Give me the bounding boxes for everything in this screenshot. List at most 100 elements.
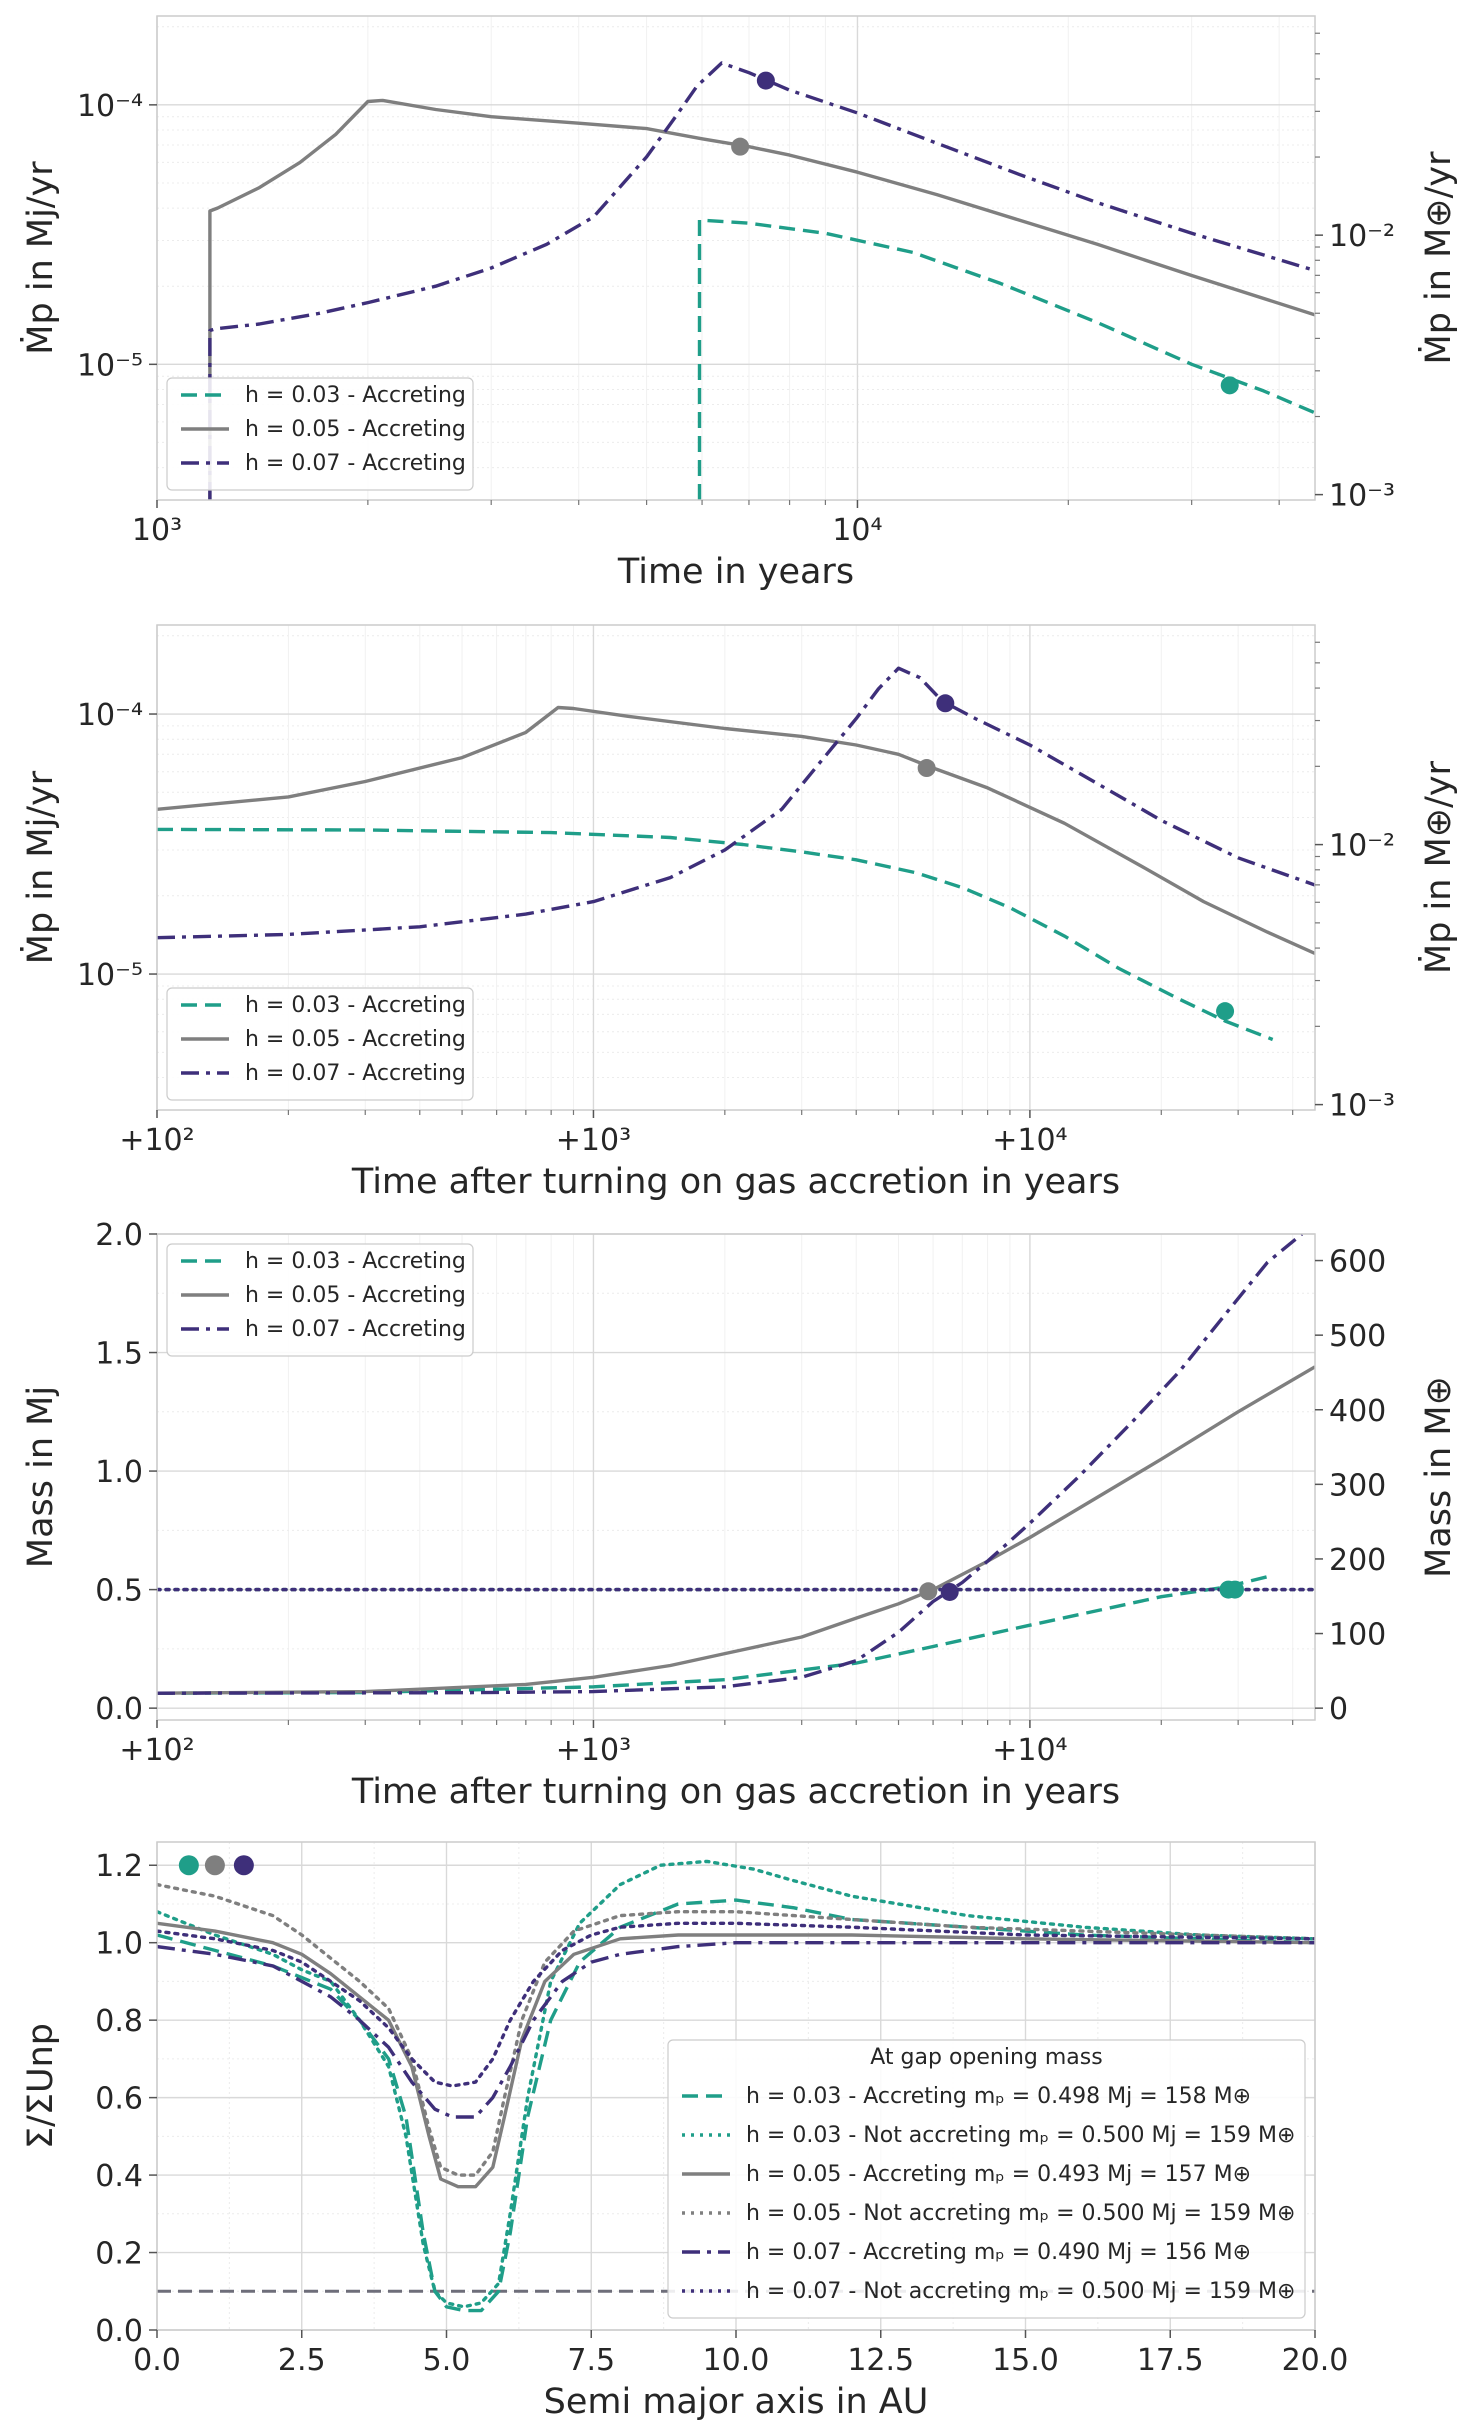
legend-label-2: h = 0.05 - Accreting	[245, 1283, 466, 1308]
y-axis-label: Σ/ΣUnp	[21, 2023, 61, 2149]
series-line-1	[157, 1573, 1274, 1695]
series-marker-3	[940, 1582, 959, 1601]
x-tick-label: 20.0	[1282, 2343, 1349, 2378]
series-line-1	[157, 1898, 1315, 2313]
series-marker-3	[756, 71, 775, 90]
series-line-1	[157, 827, 1274, 1042]
y-tick-label: 1.0	[95, 1927, 143, 1962]
x-tick-label: +10²	[119, 1123, 194, 1158]
legend	[166, 377, 474, 491]
x-tick-label: 2.5	[278, 2343, 326, 2378]
y-right-tick-label: 10⁻³	[1329, 479, 1395, 514]
y-right-axis-label: Ṁp in M⊕/yr	[1417, 151, 1459, 365]
legend-box	[667, 2039, 1306, 2319]
series-group	[157, 1234, 1315, 1695]
y-tick-label: 0.6	[95, 2082, 143, 2117]
legend-label-2: h = 0.03 - Not accreting mₚ = 0.500 Mj =…	[746, 2123, 1295, 2148]
y-right-tick-label: 500	[1329, 1319, 1386, 1354]
legend-box	[166, 987, 474, 1101]
y-axis-label: Ṁp in Mj/yr	[19, 770, 61, 964]
y-tick-label: 0.2	[95, 2237, 143, 2272]
x-tick-label: 7.5	[567, 2343, 615, 2378]
legend-dot-2	[204, 1855, 225, 1876]
legend-label-2: h = 0.05 - Accreting	[245, 1027, 466, 1052]
series-line-3	[157, 666, 1315, 940]
legend-label-1: h = 0.03 - Accreting mₚ = 0.498 Mj = 158…	[746, 2084, 1251, 2109]
series-group	[157, 1859, 1315, 2313]
y-tick-label: 0.8	[95, 2004, 143, 2039]
series-marker-1	[1220, 376, 1239, 395]
series-line-2	[157, 1859, 1315, 2309]
legend-label-1: h = 0.03 - Accreting	[245, 1249, 466, 1274]
y-right-tick-label: 0	[1329, 1692, 1348, 1727]
legend-label-3: h = 0.07 - Accreting	[245, 1317, 466, 1342]
y-tick-label: 10⁻⁵	[77, 958, 143, 993]
legend-label-2: h = 0.05 - Accreting	[245, 417, 466, 442]
legend-box	[166, 377, 474, 491]
y-tick-label: 2.0	[95, 1218, 143, 1253]
y-tick-label: 10⁻⁴	[77, 698, 143, 733]
x-tick-label: +10⁴	[992, 1733, 1067, 1768]
y-tick-label: 0.0	[95, 2314, 143, 2349]
series-group	[157, 666, 1315, 1042]
series-group	[208, 61, 1315, 500]
legend-label-3: h = 0.07 - Accreting	[245, 451, 466, 476]
y-tick-label: 10⁻⁴	[77, 89, 143, 124]
x-tick-label: 0.0	[133, 2343, 181, 2378]
series-line-3	[157, 1234, 1303, 1695]
y-tick-label: 1.2	[95, 1849, 143, 1884]
y-right-tick-label: 600	[1329, 1245, 1386, 1280]
series-marker-2	[731, 137, 750, 156]
y-right-tick-label: 10⁻²	[1329, 829, 1395, 864]
y-right-tick-label: 10⁻²	[1329, 219, 1395, 254]
legend-label-1: h = 0.03 - Accreting	[245, 993, 466, 1018]
y-right-tick-label: 300	[1329, 1468, 1386, 1503]
series-line-6	[157, 1921, 1315, 2088]
y-tick-label: 0.5	[95, 1574, 143, 1609]
legend-label-1: h = 0.03 - Accreting	[245, 383, 466, 408]
series-marker-2	[917, 759, 936, 778]
plot-frame	[156, 15, 1316, 501]
legend-dot-1	[178, 1855, 199, 1876]
legend-label-3: h = 0.05 - Accreting mₚ = 0.493 Mj = 157…	[746, 2162, 1251, 2187]
y-tick-label: 1.5	[95, 1337, 143, 1372]
y-right-tick-label: 100	[1329, 1618, 1386, 1653]
y-axis-label: Ṁp in Mj/yr	[19, 161, 61, 355]
series-line-5	[157, 1940, 1315, 2119]
series-marker-3	[936, 694, 955, 713]
x-tick-label: 12.5	[847, 2343, 914, 2378]
y-right-tick-label: 10⁻³	[1329, 1089, 1395, 1124]
legend-label-3: h = 0.07 - Accreting	[245, 1061, 466, 1086]
series-line-3	[157, 1921, 1315, 2189]
plot-frame	[156, 624, 1316, 1111]
x-tick-label: 17.5	[1137, 2343, 1204, 2378]
y-right-axis-label: Mass in M⊕	[1419, 1376, 1459, 1578]
y-tick-label: 10⁻⁵	[77, 348, 143, 383]
legend-label-5: h = 0.07 - Accreting mₚ = 0.490 Mj = 156…	[746, 2240, 1251, 2265]
x-tick-label: 10.0	[703, 2343, 770, 2378]
series-line-1	[697, 218, 1315, 500]
y-tick-label: 1.0	[95, 1455, 143, 1490]
series-line-2	[157, 1365, 1315, 1695]
y-tick-label: 0.4	[95, 2159, 143, 2194]
legend-label-4: h = 0.05 - Not accreting mₚ = 0.500 Mj =…	[746, 2201, 1295, 2226]
y-right-axis-label: Ṁp in M⊕/yr	[1417, 760, 1459, 974]
x-axis-label: Time after turning on gas accretion in y…	[351, 1772, 1120, 1812]
y-right-tick-label: 200	[1329, 1543, 1386, 1578]
legend-box	[166, 1243, 474, 1357]
legend-title: At gap opening mass	[870, 2045, 1102, 2070]
legend	[166, 1243, 474, 1357]
y-tick-label: 0.0	[95, 1692, 143, 1727]
panel-2	[149, 624, 1323, 1118]
x-tick-label: +10²	[119, 1733, 194, 1768]
x-tick-label: +10³	[556, 1123, 631, 1158]
legend-label-6: h = 0.07 - Not accreting mₚ = 0.500 Mj =…	[746, 2279, 1295, 2304]
legend	[166, 987, 474, 1101]
series-line-2	[208, 98, 1315, 500]
x-tick-label: 15.0	[992, 2343, 1059, 2378]
x-axis-label: Time in years	[617, 552, 854, 592]
panel-3	[149, 1233, 1323, 1728]
panel-1	[149, 15, 1323, 508]
x-axis-label: Semi major axis in AU	[544, 2382, 929, 2422]
